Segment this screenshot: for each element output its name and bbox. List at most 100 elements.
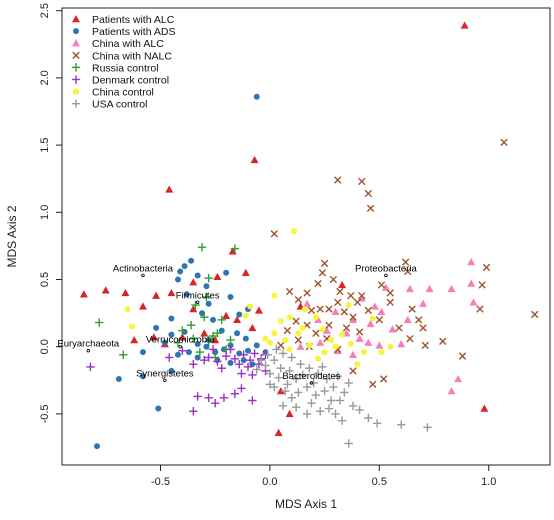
data-point (295, 330, 302, 337)
series-3 (270, 138, 539, 389)
data-point (227, 293, 234, 300)
x-tick-label: 0.0 (262, 476, 277, 488)
legend-label: Russia control (92, 62, 159, 74)
data-point (364, 189, 373, 198)
data-point (338, 280, 347, 289)
data-point (167, 288, 176, 297)
data-point (286, 346, 293, 353)
data-point (326, 396, 336, 405)
data-point (397, 340, 406, 348)
data-point (217, 364, 226, 373)
data-point (419, 299, 428, 307)
data-point (222, 311, 231, 320)
data-point (314, 279, 322, 288)
data-point (253, 342, 260, 349)
data-point (364, 306, 373, 315)
data-point (369, 315, 376, 322)
data-point (285, 366, 294, 376)
data-point (294, 295, 303, 304)
annotation-label: Bacteroidetes (282, 371, 340, 382)
data-point (325, 305, 333, 313)
annotation-label: Verrucomicrobia (146, 335, 215, 346)
data-point (208, 345, 218, 354)
data-point (439, 337, 447, 346)
data-point (386, 298, 394, 307)
data-point (302, 382, 312, 392)
x-tick-label: 1.0 (481, 476, 496, 488)
x-tick-label: -0.5 (151, 476, 170, 488)
data-point (354, 361, 361, 368)
data-point (315, 355, 322, 362)
data-point (191, 300, 200, 310)
data-point (342, 324, 351, 332)
legend-marker (71, 99, 81, 108)
data-point (355, 405, 364, 415)
data-point (321, 349, 328, 356)
annotations: Actinobacteria Proteobacteria Firmicutes Eu… (57, 263, 418, 385)
legend-marker (72, 51, 80, 59)
data-point (272, 345, 281, 354)
data-point (405, 284, 414, 293)
data-point (217, 315, 226, 325)
data-point (233, 315, 242, 324)
data-point (291, 403, 301, 412)
data-point (386, 289, 394, 297)
data-point (319, 326, 326, 333)
data-point (447, 284, 456, 293)
data-point (281, 386, 290, 396)
data-point (278, 401, 288, 411)
data-point (248, 396, 257, 405)
data-point (348, 401, 358, 411)
data-point (124, 306, 131, 313)
data-point (406, 334, 414, 343)
data-point (379, 375, 388, 383)
data-point (242, 312, 249, 319)
data-point (287, 393, 296, 402)
data-point (387, 343, 394, 350)
data-point (230, 389, 240, 398)
data-point (314, 315, 323, 324)
data-point (234, 330, 241, 337)
data-point (239, 350, 248, 359)
data-point (318, 269, 327, 277)
data-point (256, 355, 266, 365)
data-point (266, 339, 273, 346)
data-point (261, 361, 270, 370)
data-point (254, 306, 263, 314)
data-point (403, 315, 412, 324)
data-point (204, 353, 213, 362)
data-point (178, 326, 187, 335)
data-point (375, 341, 384, 349)
data-point (355, 334, 364, 342)
x-tick-label: 0.5 (372, 476, 387, 488)
data-point (347, 291, 355, 300)
legend-marker (72, 39, 80, 47)
data-point (340, 308, 348, 316)
data-point (286, 314, 293, 321)
data-point (320, 386, 329, 396)
data-point (219, 393, 229, 402)
data-point (285, 287, 294, 296)
data-point (329, 275, 338, 284)
data-point (467, 258, 476, 266)
data-point (247, 303, 254, 310)
data-point (364, 413, 373, 423)
data-point (242, 335, 249, 342)
data-point (270, 355, 279, 365)
data-point (322, 374, 331, 384)
data-point (250, 155, 259, 164)
data-point (271, 292, 278, 299)
data-point (173, 338, 183, 347)
y-tick-label: 0.5 (39, 272, 51, 287)
data-point (401, 258, 410, 266)
series-7 (252, 345, 432, 448)
data-point (200, 312, 209, 322)
data-point (271, 330, 278, 337)
annotation-label: Proteobacteria (355, 263, 418, 274)
data-point (209, 316, 216, 323)
annotation-label: Firmicutes (176, 290, 220, 301)
data-point (296, 359, 305, 369)
annotation-anchor (309, 381, 314, 385)
